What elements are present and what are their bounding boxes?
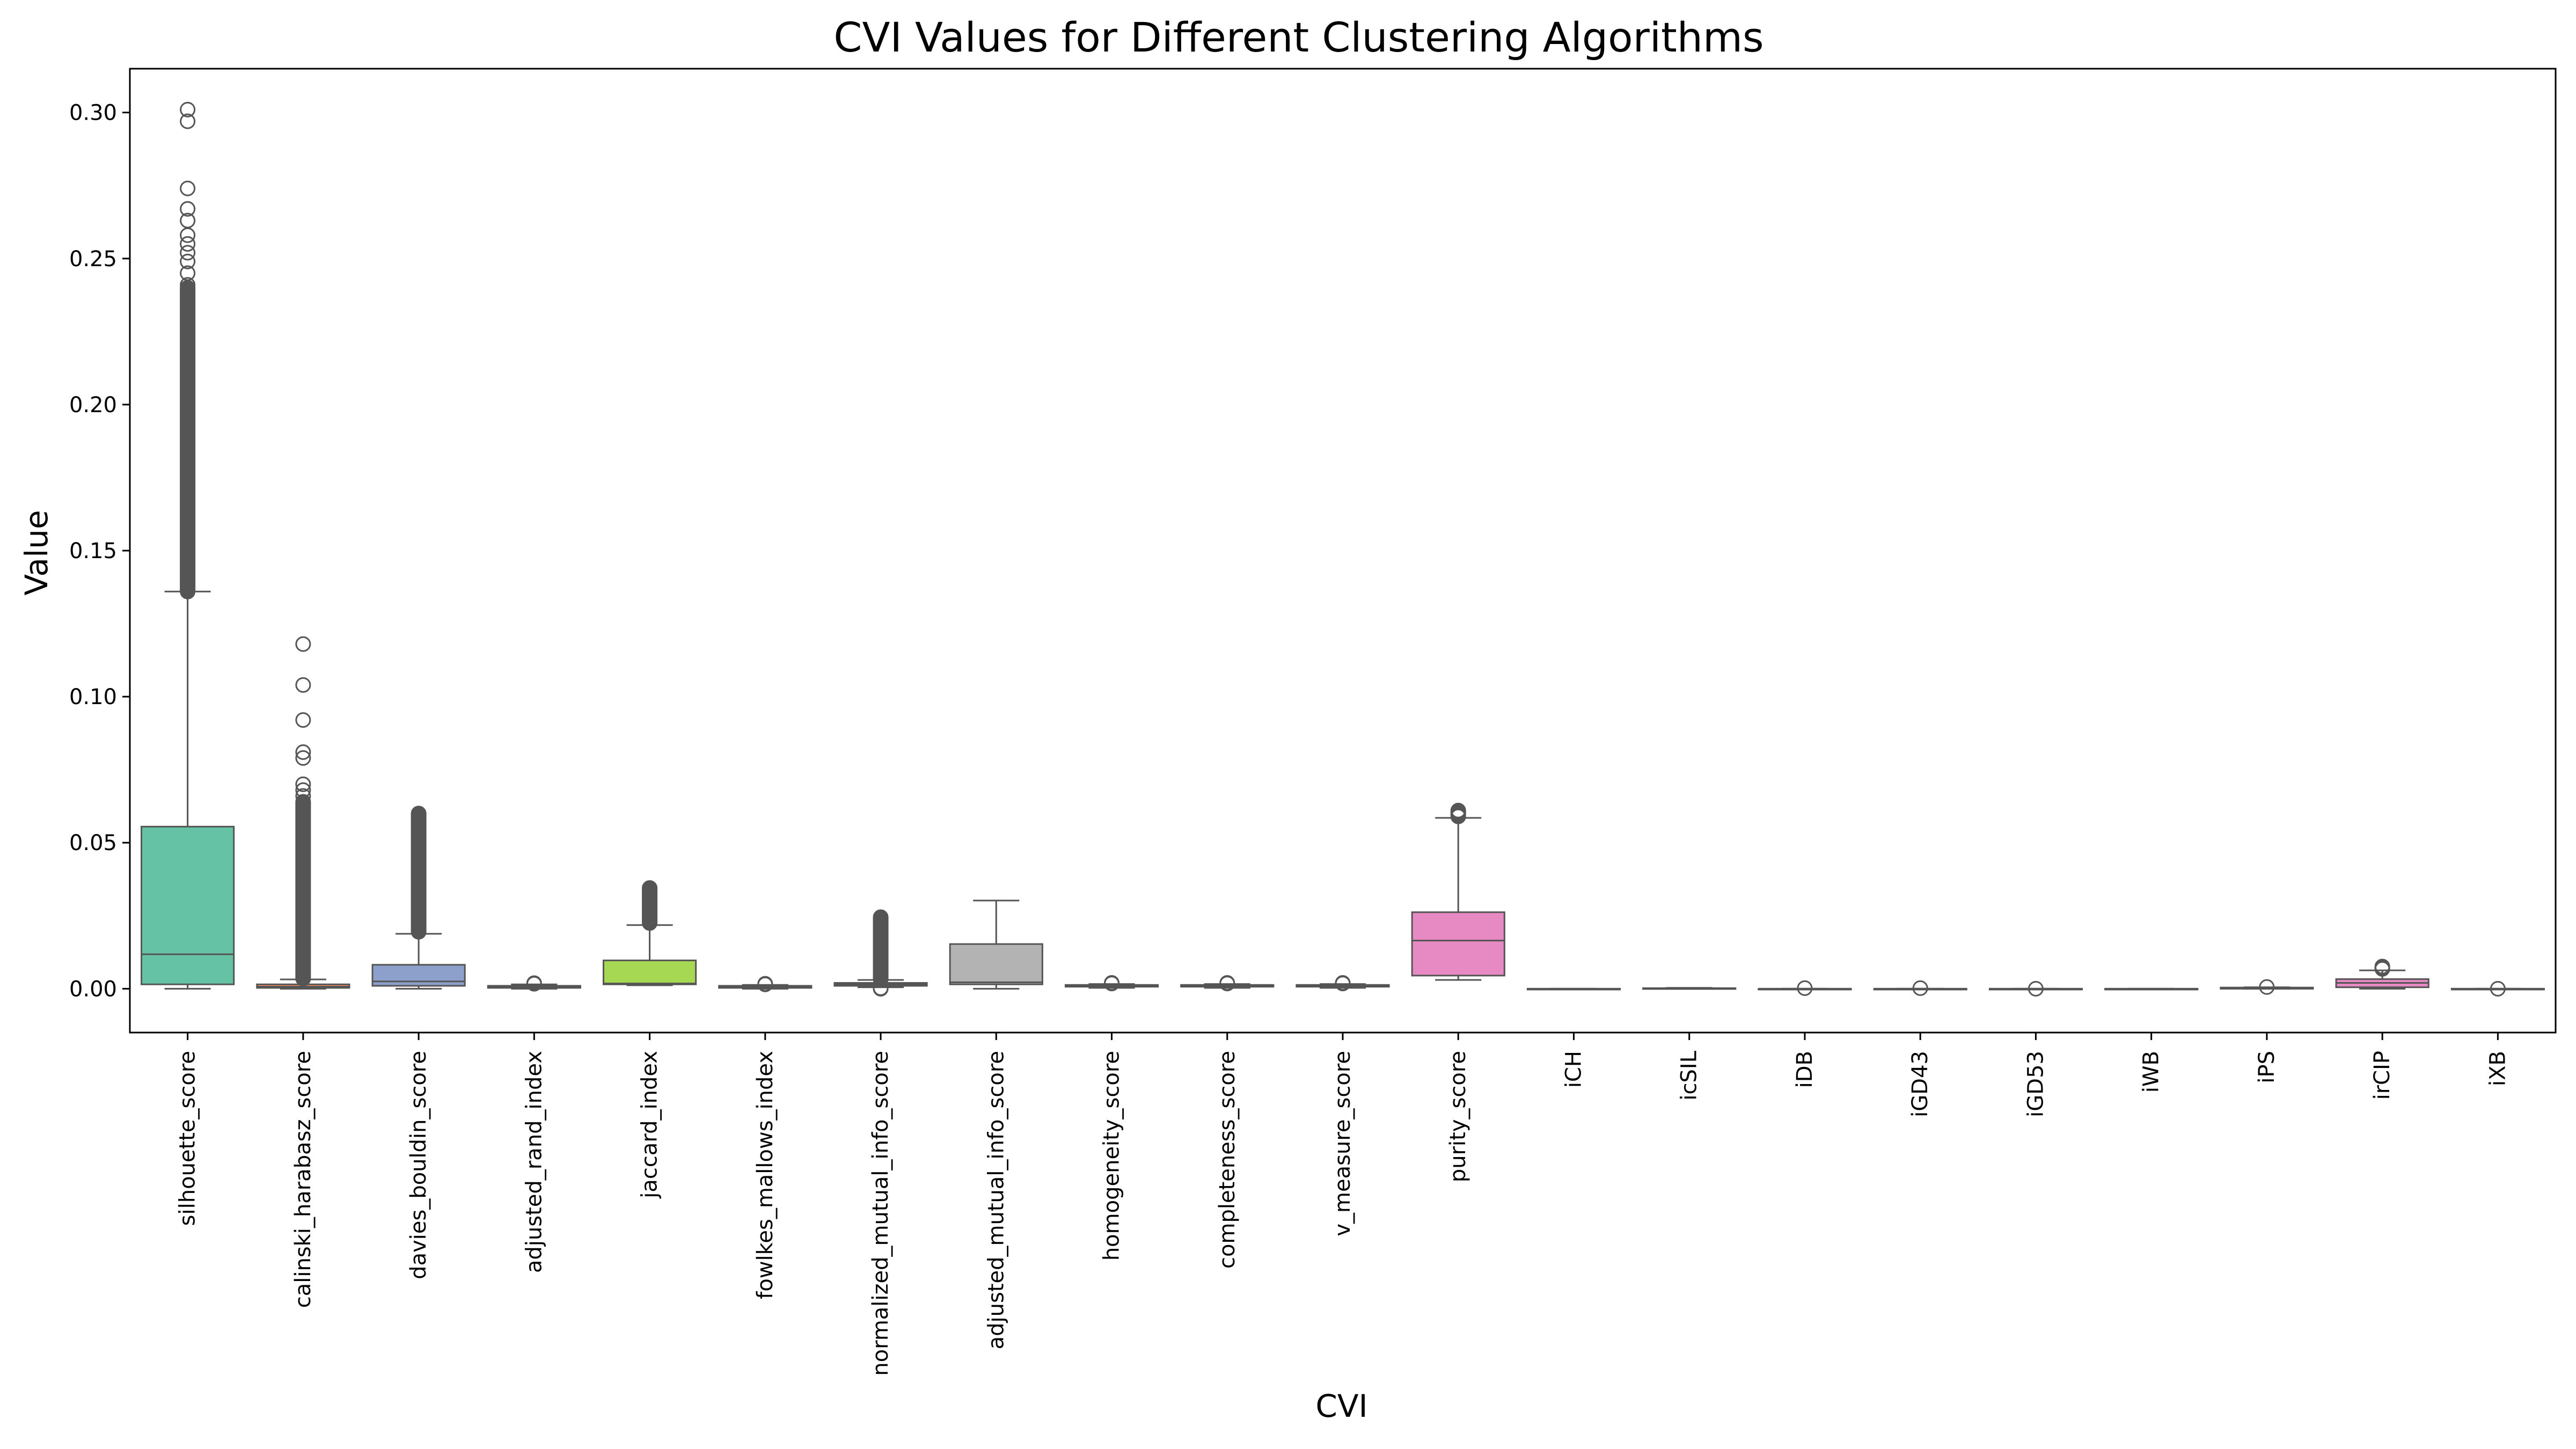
box-iPS: iPS — [2220, 979, 2314, 1084]
box-davies-bouldin-score: davies_bouldin_score — [371, 806, 466, 1279]
x-tick-label: normalized_mutual_info_score — [868, 1051, 893, 1376]
outlier-point — [180, 227, 196, 243]
outlier-point — [295, 750, 311, 766]
outlier-point — [180, 101, 196, 118]
outlier-point — [2028, 980, 2044, 997]
outlier-point — [180, 253, 196, 269]
y-tick-label: 0.15 — [69, 539, 117, 564]
x-tick-label: icSIL — [1677, 1050, 1702, 1100]
outlier-point — [295, 788, 311, 804]
x-tick-label: jaccard_index — [638, 1051, 662, 1199]
y-tick-label: 0.25 — [69, 247, 117, 272]
outlier-point — [1219, 975, 1235, 991]
box-silhouette-score: silhouette_score — [141, 101, 235, 1226]
outlier-point — [526, 975, 542, 991]
x-tick-label: iGD43 — [1908, 1051, 1933, 1117]
box-purity-score: purity_score — [1411, 802, 1505, 1182]
outlier-point — [295, 636, 311, 652]
outlier-point — [295, 712, 311, 728]
y-tick-label: 0.05 — [69, 831, 117, 855]
box-iqr — [949, 943, 1043, 985]
box-icSIL: icSIL — [1642, 987, 1737, 1101]
x-tick-label: iCH — [1561, 1051, 1586, 1088]
box-completeness-score: completeness_score — [1180, 975, 1275, 1269]
box-v-measure-score: v_measure_score — [1296, 975, 1390, 1236]
outlier-point — [180, 113, 196, 129]
outlier-cluster — [180, 280, 196, 599]
y-axis-label: Value — [18, 510, 55, 595]
y-tick-label: 0.10 — [69, 685, 117, 709]
x-tick-label: davies_bouldin_score — [406, 1051, 431, 1279]
x-tick-label: iWB — [2139, 1051, 2164, 1093]
outlier-point — [295, 782, 311, 798]
outlier-point — [1104, 975, 1120, 991]
x-tick-label: silhouette_score — [175, 1051, 200, 1226]
outlier-point — [757, 976, 773, 992]
x-tick-label: irCIP — [2370, 1051, 2395, 1100]
y-tick-label: 0.00 — [69, 977, 117, 1001]
x-tick-label: iXB — [2485, 1051, 2510, 1086]
plot-area: 0.00 0.05 0.10 0.15 0.20 0.25 0.30 silhouette_s… — [69, 101, 2545, 1376]
x-tick-label: calinski_harabasz_score — [291, 1051, 316, 1308]
outlier-point — [1335, 975, 1351, 991]
plot-frame — [129, 68, 2557, 1034]
outlier-point — [2259, 979, 2275, 995]
x-tick-label: adjusted_mutual_info_score — [984, 1051, 1008, 1349]
box-iqr — [602, 960, 697, 985]
box-iqr — [371, 964, 466, 987]
x-tick-label: completeness_score — [1215, 1051, 1240, 1269]
x-tick-label: adjusted_rand_index — [522, 1051, 546, 1273]
box-iWB: iWB — [2104, 987, 2199, 1093]
chart-title: CVI Values for Different Clustering Algo… — [833, 13, 1763, 61]
outlier-point — [873, 980, 889, 996]
box-jaccard-index: jaccard_index — [602, 880, 697, 1199]
outlier-point — [2374, 958, 2390, 975]
outlier-point — [1797, 980, 1813, 996]
box-fowlkes-mallows-index: fowlkes_mallows_index — [718, 976, 813, 1299]
box-normalized-mutual-info-score: normalized_mutual_info_score — [833, 909, 928, 1376]
box-adjusted-mutual-info-score: adjusted_mutual_info_score — [949, 899, 1043, 1349]
outlier-point — [1450, 802, 1466, 818]
x-tick-label: iDB — [1792, 1051, 1817, 1088]
x-axis-label: CVI — [1315, 1388, 1367, 1424]
x-tick-label: v_measure_score — [1330, 1051, 1355, 1236]
x-tick-label: purity_score — [1446, 1051, 1470, 1182]
y-tick-label: 0.30 — [69, 101, 117, 126]
x-tick-label: homogeneity_score — [1100, 1051, 1124, 1261]
outlier-point — [295, 677, 311, 693]
outlier-point — [180, 265, 196, 281]
outlier-point — [180, 236, 196, 252]
box-iDB: iDB — [1758, 980, 1852, 1088]
box-iCH: iCH — [1526, 987, 1621, 1088]
y-tick-label: 0.20 — [69, 393, 117, 418]
x-tick-label: iGD53 — [2023, 1051, 2048, 1117]
outlier-point — [180, 180, 196, 196]
box-adjusted-rand-index: adjusted_rand_index — [487, 975, 581, 1273]
box-homogeneity-score: homogeneity_score — [1064, 975, 1159, 1261]
box-iGD43: iGD43 — [1873, 980, 1967, 1117]
box-iqr — [141, 825, 235, 985]
outlier-cluster — [411, 806, 427, 940]
box-iGD53: iGD53 — [1988, 980, 2083, 1117]
outlier-point — [2490, 980, 2506, 997]
outlier-cluster — [295, 794, 311, 986]
outlier-point — [295, 776, 311, 792]
outlier-point — [1912, 980, 1928, 996]
outlier-point — [295, 744, 311, 760]
box-iXB: iXB — [2450, 980, 2545, 1086]
outlier-point — [180, 245, 196, 261]
box-calinski-harabasz-score: calinski_harabasz_score — [256, 636, 350, 1308]
box-iqr — [1411, 911, 1505, 977]
outlier-cluster — [873, 909, 889, 987]
x-tick-label: iPS — [2255, 1051, 2279, 1084]
x-tick-label: fowlkes_mallows_index — [753, 1051, 778, 1299]
outlier-point — [180, 201, 196, 217]
box-irCIP: irCIP — [2335, 958, 2429, 1100]
outlier-point — [180, 277, 196, 293]
outlier-cluster — [642, 880, 658, 931]
